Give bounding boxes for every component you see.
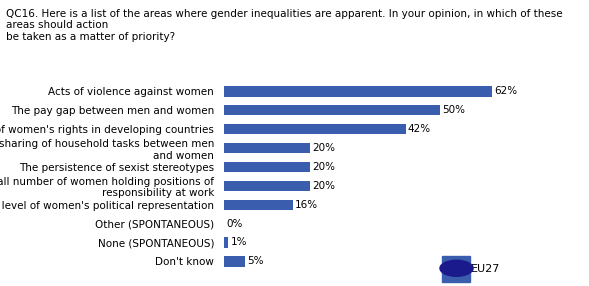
Text: 5%: 5% <box>247 256 264 266</box>
Bar <box>224 237 228 248</box>
Text: 42%: 42% <box>408 124 431 134</box>
Text: QC16. Here is a list of the areas where gender inequalities are apparent. In you: QC16. Here is a list of the areas where … <box>6 9 562 42</box>
Text: 20%: 20% <box>313 143 336 153</box>
Text: 1%: 1% <box>230 237 247 247</box>
Bar <box>224 86 492 97</box>
Text: 50%: 50% <box>442 105 465 115</box>
Text: 20%: 20% <box>313 162 336 172</box>
Bar <box>224 124 406 134</box>
Bar <box>224 200 293 210</box>
Text: 62%: 62% <box>495 86 518 96</box>
Text: 20%: 20% <box>313 181 336 191</box>
Bar <box>224 181 310 191</box>
Bar <box>224 105 441 116</box>
Text: 0%: 0% <box>226 219 242 229</box>
Text: EU27: EU27 <box>471 264 501 274</box>
Bar <box>224 256 246 267</box>
Bar <box>224 143 310 153</box>
Bar <box>224 162 310 172</box>
Text: 16%: 16% <box>295 200 319 210</box>
